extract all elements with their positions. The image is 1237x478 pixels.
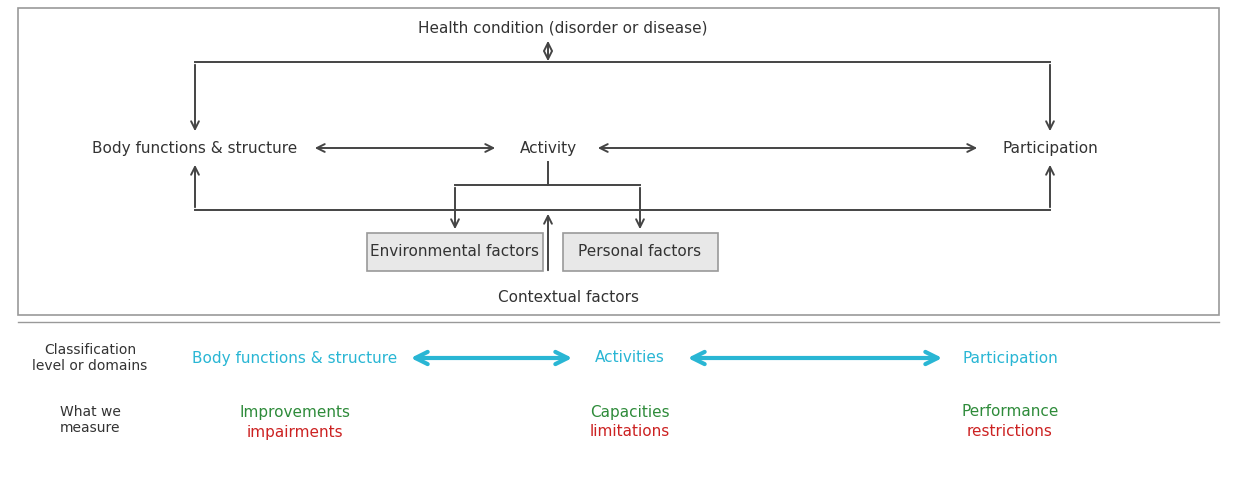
Text: Performance: Performance (961, 404, 1059, 420)
Text: Activity: Activity (520, 141, 576, 155)
Text: Health condition (disorder or disease): Health condition (disorder or disease) (418, 21, 708, 35)
Text: impairments: impairments (246, 424, 344, 439)
Text: Body functions & structure: Body functions & structure (93, 141, 298, 155)
Text: restrictions: restrictions (967, 424, 1053, 439)
Text: Capacities: Capacities (590, 404, 669, 420)
Text: Participation: Participation (962, 350, 1058, 366)
Text: Participation: Participation (1002, 141, 1098, 155)
FancyBboxPatch shape (563, 233, 717, 271)
Bar (19, 8, 1218, 315)
Text: Personal factors: Personal factors (579, 245, 701, 260)
Text: limitations: limitations (590, 424, 670, 439)
Text: Classification
level or domains: Classification level or domains (32, 343, 147, 373)
Text: Activities: Activities (595, 350, 666, 366)
Text: Body functions & structure: Body functions & structure (193, 350, 397, 366)
FancyBboxPatch shape (367, 233, 543, 271)
Text: Improvements: Improvements (240, 404, 350, 420)
Text: What we
measure: What we measure (59, 405, 120, 435)
Text: Environmental factors: Environmental factors (371, 245, 539, 260)
Text: Contextual factors: Contextual factors (497, 290, 638, 304)
